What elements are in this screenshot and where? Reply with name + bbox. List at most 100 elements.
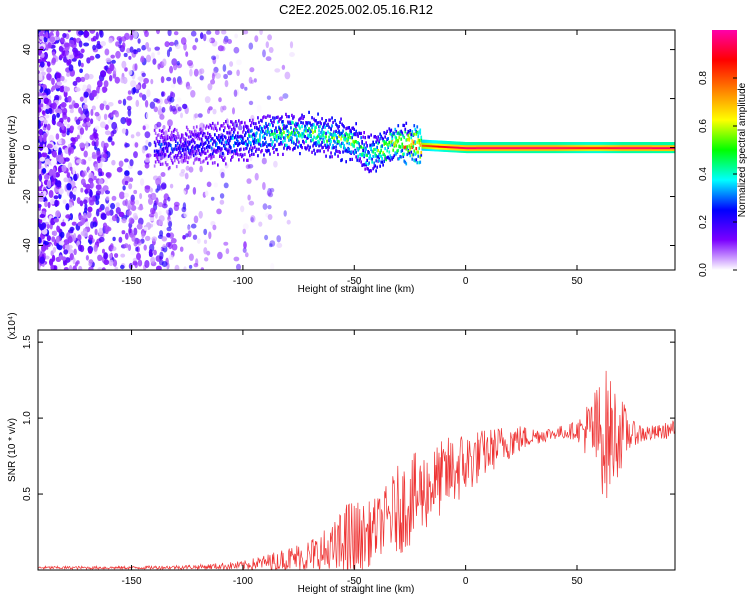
spectrogram-cell bbox=[179, 137, 182, 141]
spectrogram-cell bbox=[335, 145, 337, 149]
spectrogram-cell bbox=[320, 122, 322, 126]
spectrogram-cell bbox=[280, 117, 282, 121]
spectrogram-cell bbox=[250, 123, 252, 128]
spectrogram-cell bbox=[405, 145, 408, 149]
spectrogram-cell bbox=[414, 140, 417, 144]
spectrogram-cell bbox=[241, 120, 243, 124]
spectrogram-cell bbox=[650, 144, 653, 148]
spectrogram-cell bbox=[200, 267, 204, 270]
spectrogram-cell bbox=[161, 129, 164, 133]
spectrogram-cell bbox=[561, 144, 564, 148]
spectrogram-cell bbox=[467, 142, 470, 146]
spectrogram-cell bbox=[373, 148, 375, 152]
spectrogram-cell bbox=[624, 144, 627, 148]
spectrogram-cell bbox=[514, 149, 517, 154]
spectrogram-cell bbox=[279, 127, 281, 131]
spectrogram-cell bbox=[360, 153, 362, 157]
spectrogram-cell bbox=[598, 144, 601, 148]
spectrogram-cell bbox=[210, 79, 216, 85]
spectrogram-cell bbox=[164, 153, 167, 157]
spectrogram-cell bbox=[503, 142, 506, 146]
spectrogram-cell bbox=[324, 125, 326, 129]
spectrogram-cell bbox=[237, 125, 243, 131]
spectrogram-cell bbox=[612, 142, 615, 146]
spectrogram-cell bbox=[161, 261, 168, 267]
spectrogram-cell bbox=[141, 82, 147, 90]
spectrogram-cell bbox=[251, 128, 253, 133]
spectrogram-cell bbox=[618, 146, 621, 150]
spectrogram-cell bbox=[437, 148, 440, 152]
spectrogram-cell bbox=[560, 147, 563, 152]
spectrogram-cell bbox=[515, 142, 518, 146]
spectrogram-cell bbox=[417, 131, 420, 135]
spectrogram-cell bbox=[90, 118, 94, 125]
spectrogram-cell bbox=[106, 172, 112, 178]
spectrogram-cell bbox=[158, 128, 161, 132]
spectrogram-cell bbox=[432, 148, 435, 152]
spectrogram-cell bbox=[524, 142, 527, 146]
spectrogram-cell bbox=[431, 140, 434, 144]
spectrogram-cell bbox=[159, 114, 165, 120]
spectrogram-cell bbox=[127, 90, 132, 95]
spectrogram-cell bbox=[615, 142, 618, 146]
spectrogram-cell bbox=[572, 142, 575, 146]
spectrogram-cell bbox=[47, 61, 51, 67]
spectrogram-cell bbox=[378, 138, 380, 142]
spectrogram-cell bbox=[277, 120, 279, 124]
spectrogram-cell bbox=[276, 139, 278, 143]
spectrogram-cell bbox=[271, 142, 273, 147]
spectrogram-cell bbox=[667, 142, 669, 146]
spectrogram-cell bbox=[536, 144, 539, 148]
spectrogram-cell bbox=[633, 147, 636, 152]
x-tick-label: -150 bbox=[122, 276, 142, 287]
spectrogram-cell bbox=[423, 147, 426, 151]
spectrogram-cell bbox=[523, 146, 526, 150]
spectrogram-cell bbox=[68, 64, 74, 72]
spectrogram-cell bbox=[574, 147, 577, 152]
spectrogram-cell bbox=[198, 127, 201, 132]
spectrogram-cell bbox=[177, 151, 180, 155]
spectrogram-cell bbox=[470, 149, 473, 154]
spectrogram-cell bbox=[437, 140, 440, 144]
spectrogram-cell bbox=[362, 135, 364, 139]
spectrogram-cell bbox=[214, 161, 216, 165]
spectrogram-cell bbox=[294, 128, 296, 132]
spectrogram-cell bbox=[38, 203, 42, 208]
spectrogram-cell bbox=[148, 213, 155, 218]
spectrogram-cell bbox=[176, 61, 180, 66]
spectrogram-cell bbox=[533, 147, 536, 152]
spectrogram-cell bbox=[308, 121, 310, 125]
spectrogram-cell bbox=[565, 149, 568, 154]
spectrogram-cell bbox=[550, 142, 553, 146]
spectrogram-cell bbox=[363, 153, 365, 157]
spectrogram-cell bbox=[466, 142, 469, 146]
spectrogram-cell bbox=[389, 143, 392, 148]
spectrogram-cell bbox=[614, 144, 617, 148]
spectrogram-cell bbox=[422, 145, 425, 149]
spectrogram-cell bbox=[582, 146, 585, 150]
spectrogram-cell bbox=[511, 146, 514, 150]
spectrogram-cell bbox=[504, 142, 507, 146]
spectrogram-cell bbox=[369, 153, 371, 157]
spectrogram-cell bbox=[368, 156, 370, 160]
spectrogram-cell bbox=[194, 37, 199, 43]
spectrogram-cell bbox=[247, 125, 249, 129]
spectrogram-cell bbox=[479, 149, 482, 154]
spectrogram-cell bbox=[503, 146, 506, 150]
spectrogram-cell bbox=[297, 139, 299, 143]
spectrogram-cell bbox=[466, 146, 469, 150]
spectrogram-cell bbox=[630, 144, 633, 148]
spectrogram-cell bbox=[321, 127, 323, 132]
spectrogram-cell bbox=[208, 133, 211, 137]
spectrogram-cell bbox=[160, 76, 165, 84]
spectrogram-cell bbox=[494, 149, 497, 154]
spectrogram-cell bbox=[633, 146, 636, 150]
spectrogram-cell bbox=[452, 141, 455, 145]
spectrogram-cell bbox=[445, 144, 448, 148]
spectrogram-cell bbox=[406, 152, 409, 157]
spectrogram-cell bbox=[278, 142, 280, 146]
spectrogram-cell bbox=[324, 121, 326, 125]
spectrogram-cell bbox=[63, 267, 69, 270]
spectrogram-cell bbox=[424, 143, 427, 147]
spectrogram-cell bbox=[333, 133, 335, 137]
